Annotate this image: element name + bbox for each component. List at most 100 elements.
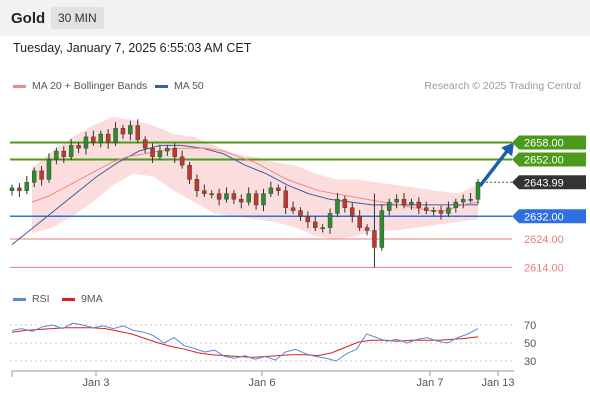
rsi-tick-label-50: 50 <box>524 338 536 350</box>
candle-body <box>194 179 200 191</box>
candle-body <box>364 227 370 231</box>
legend-label-ma50: MA 50 <box>174 80 204 92</box>
candle-body <box>372 230 377 248</box>
candle-body <box>120 128 126 135</box>
level-label-2658.00: 2658.00 <box>524 138 564 150</box>
candle-body <box>446 207 451 214</box>
legend-swatch-ma50 <box>155 84 168 88</box>
candle-body <box>387 201 392 211</box>
candle-body <box>231 193 237 200</box>
candle-body <box>313 221 318 228</box>
candle-body <box>61 150 67 157</box>
candle-body <box>342 199 348 208</box>
level-tag-2652.00 <box>512 152 586 167</box>
candle-body <box>453 201 459 208</box>
candle-body <box>416 201 422 208</box>
candle-body <box>239 199 244 203</box>
candle-body <box>290 207 296 211</box>
candle-body <box>113 128 118 143</box>
candle-body <box>17 187 22 191</box>
candle-body <box>253 193 259 206</box>
legend-ma50: MA 50 <box>155 80 204 92</box>
candle-body <box>202 190 207 194</box>
candle-body <box>83 136 89 149</box>
chart-datetime: Tuesday, January 7, 2025 6:55:03 AM CET <box>13 41 252 55</box>
legend-swatch-9ma <box>62 297 75 301</box>
candle-body <box>68 145 74 157</box>
candle-body <box>98 133 103 143</box>
research-credit: Research © 2025 Trading Central <box>424 80 581 92</box>
time-tick-label: Jan 7 <box>417 377 444 389</box>
projection-arrow <box>478 142 514 187</box>
candle-body <box>475 182 481 200</box>
legend-rsi: RSI <box>13 293 50 305</box>
candle-body <box>157 150 163 157</box>
level-tag-2658.00 <box>512 135 586 150</box>
time-tick-label: Jan 3 <box>83 377 110 389</box>
candle-body <box>438 210 444 214</box>
candle-body <box>379 210 385 248</box>
candle-body <box>224 193 229 200</box>
candle-body <box>283 190 288 208</box>
candle-body <box>31 170 37 183</box>
rsi-tick-label-30: 30 <box>524 356 536 368</box>
candle-body <box>468 199 473 201</box>
candle-body <box>350 207 355 217</box>
candle-body <box>423 207 429 211</box>
rsi-tick-label-70: 70 <box>524 320 536 332</box>
candle-body <box>179 156 185 166</box>
candle-body <box>335 199 340 214</box>
candle-body <box>46 159 52 180</box>
candle-body <box>9 187 15 191</box>
candle-body <box>305 216 311 223</box>
time-tick-label: Jan 6 <box>249 377 276 389</box>
candle-body <box>357 216 362 228</box>
candle-body <box>105 133 111 143</box>
candle-body <box>165 148 170 152</box>
level-label-2652.00: 2652.00 <box>524 155 564 167</box>
candle-body <box>298 210 303 217</box>
candle-body <box>54 150 59 160</box>
level-tag-2643.99 <box>512 175 586 190</box>
candlesticks <box>9 119 481 268</box>
candle-body <box>216 193 222 200</box>
candle-body <box>91 136 96 143</box>
level-tag-2632.00 <box>512 209 586 224</box>
candle-body <box>320 227 325 230</box>
candle-body <box>209 193 214 195</box>
candle-body <box>150 148 155 157</box>
level-label-2624.00: 2624.00 <box>524 234 564 246</box>
candle-body <box>128 125 133 135</box>
candle-body <box>409 201 414 206</box>
legend-swatch-ma20 <box>13 84 26 88</box>
time-axis: Jan 3 Jan 6 Jan 7 Jan 13 <box>11 370 515 389</box>
candle-body <box>142 139 148 149</box>
candle-body <box>431 210 436 212</box>
legend-9ma: 9MA <box>62 293 103 305</box>
legend-ma20-bollinger: MA 20 + Bollinger Bands <box>13 80 147 92</box>
legend-label-9ma: 9MA <box>81 293 103 305</box>
level-label-2614.00: 2614.00 <box>524 262 564 274</box>
legend-label-rsi: RSI <box>32 293 50 305</box>
time-tick-label: Jan 13 <box>481 377 514 389</box>
rsi-line <box>11 322 479 362</box>
candle-body <box>268 187 274 194</box>
rsi-panel: 70 50 30 <box>10 320 536 368</box>
candle-body <box>76 145 81 149</box>
legend-swatch-rsi <box>13 297 26 301</box>
candle-body <box>172 148 177 157</box>
candle-body <box>39 170 44 180</box>
candle-body <box>261 193 266 206</box>
level-label-2643.99: 2643.99 <box>524 177 564 189</box>
timeframe-badge[interactable]: 30 MIN <box>51 7 104 29</box>
projection-arrow-head <box>501 142 514 157</box>
candle-body <box>24 182 30 191</box>
candle-body <box>401 199 407 206</box>
instrument-title: Gold <box>11 10 46 27</box>
level-label-2632.00: 2632.00 <box>524 211 564 223</box>
projection-arrow-shaft <box>478 147 511 187</box>
chart-header: Gold 30 MIN <box>0 0 590 36</box>
candle-body <box>135 125 140 140</box>
candle-body <box>276 187 281 191</box>
